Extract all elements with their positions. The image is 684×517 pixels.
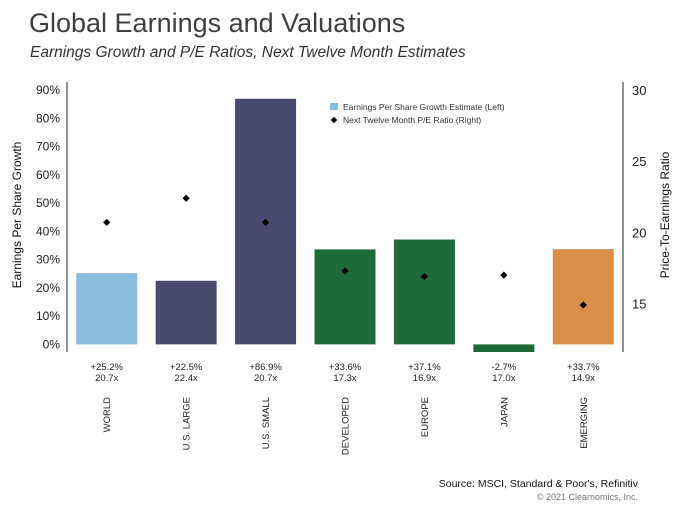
bar-europe: [393, 239, 455, 345]
bar-series: [76, 98, 614, 352]
pe-marker-developed: [341, 267, 349, 275]
y-tick-label-left: 90%: [36, 83, 60, 97]
pe-value-label: 16.9x: [413, 373, 436, 384]
chart-subtitle: Earnings Growth and P/E Ratios, Next Twe…: [30, 44, 466, 61]
source-note: Source: MSCI, Standard & Poor's, Refinit…: [438, 478, 638, 490]
y-tick-label-left: 20%: [36, 281, 60, 295]
growth-value-label: -2.7%: [491, 362, 516, 373]
category-label-group: WORLD U.S. LARGE U.S. SMALL DEVELOPED EUROPE…: [102, 397, 590, 455]
bar-developed: [314, 249, 376, 345]
y-tick-label-left: 10%: [36, 309, 60, 323]
legend-label-growth: Earnings Per Share Growth Estimate (Left…: [343, 102, 505, 112]
pe-value-label: 20.7x: [95, 373, 118, 384]
pe-marker-emerging: [579, 301, 587, 309]
y2-tick-label-right: 25: [632, 154, 646, 169]
pe-marker-u-s-small: [261, 218, 270, 227]
y2-tick-label-right: 20: [632, 225, 646, 240]
pe-marker-japan: [500, 271, 508, 279]
pe-value-label: 17.3x: [333, 373, 356, 384]
bar-emerging: [552, 249, 614, 345]
category-label: EUROPE: [420, 397, 431, 437]
y-axis-title-right: Price-To-Earnings Ratio: [658, 151, 672, 278]
category-label: DEVELOPED: [341, 397, 352, 455]
category-label: EMERGING: [579, 397, 590, 449]
y-tick-label-left: 60%: [36, 168, 60, 182]
y2-tick-label-right: 15: [632, 297, 646, 312]
copyright-note: © 2021 Clearnomics, Inc.: [536, 492, 638, 502]
y-tick-label-left: 30%: [36, 253, 60, 267]
bar-world: [76, 273, 138, 345]
pe-marker-series: [103, 194, 587, 309]
growth-value-label: +25.2%: [90, 362, 123, 373]
pe-value-label: 14.9x: [572, 373, 595, 384]
pe-value-label: 17.0x: [492, 373, 515, 384]
y-tick-label-left: 50%: [36, 196, 60, 210]
growth-value-label: +86.9%: [249, 362, 282, 373]
y-axis-title-left: Earnings Per Share Growth: [10, 142, 24, 289]
y2-tick-label-right: 30: [632, 83, 646, 98]
y-tick-label-left: 70%: [36, 140, 60, 154]
chart-title: Global Earnings and Valuations: [29, 8, 406, 38]
category-label: U.S. LARGE: [182, 397, 193, 450]
legend-swatch-growth: [330, 103, 338, 110]
pe-marker-europe: [420, 272, 429, 281]
pe-marker-world: [103, 218, 111, 227]
category-label: WORLD: [102, 397, 113, 433]
category-label: JAPAN: [499, 397, 510, 427]
growth-value-label: +22.5%: [170, 362, 203, 373]
chart-axes: 0% 10% 20% 30% 40% 50% 60% 70% 80% 90% 15 20 25 30 Ear…: [10, 82, 672, 352]
growth-value-label: +33.7%: [567, 362, 600, 373]
legend-label-pe: Next Twelve Month P/E Ratio (Right): [343, 115, 481, 125]
bar-japan: [473, 344, 535, 352]
growth-value-label: +37.1%: [408, 362, 441, 373]
pe-value-label: 22.4x: [175, 373, 198, 384]
pe-value-label: 20.7x: [254, 373, 277, 384]
growth-value-label: +33.6%: [329, 362, 362, 373]
y-tick-label-left: 0%: [43, 337, 61, 351]
pe-marker-u-s-large: [182, 194, 190, 202]
category-label: U.S. SMALL: [261, 397, 272, 449]
legend-marker-pe: [330, 116, 338, 124]
legend: Earnings Per Share Growth Estimate (Left…: [330, 102, 505, 125]
bar-u-s-large: [155, 280, 217, 345]
value-label-group: +25.2%20.7x+22.5%22.4x+86.9%20.7x+33.6%1…: [90, 362, 600, 384]
y-tick-label-left: 80%: [36, 111, 60, 125]
y-tick-label-left: 40%: [36, 224, 60, 238]
